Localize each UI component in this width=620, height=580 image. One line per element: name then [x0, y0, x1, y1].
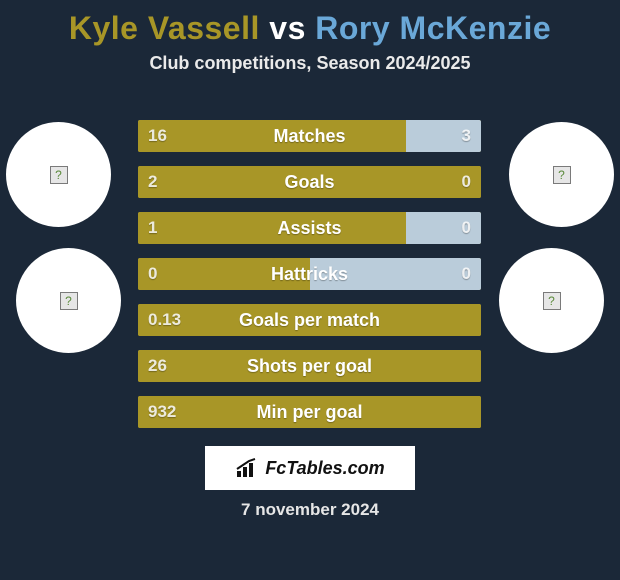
- stat-row: 1Assists0: [138, 212, 481, 244]
- watermark: FcTables.com: [205, 446, 415, 490]
- stat-value-right: 0: [462, 166, 471, 198]
- stat-row: 0Hattricks0: [138, 258, 481, 290]
- stat-row: 26Shots per goal: [138, 350, 481, 382]
- subtitle: Club competitions, Season 2024/2025: [0, 53, 620, 74]
- stat-row: 2Goals0: [138, 166, 481, 198]
- stat-row: 932Min per goal: [138, 396, 481, 428]
- page-title: Kyle Vassell vs Rory McKenzie: [0, 0, 620, 53]
- stat-label: Matches: [138, 120, 481, 152]
- stat-row: 0.13Goals per match: [138, 304, 481, 336]
- avatar-club-right: ?: [499, 248, 604, 353]
- stats-rows: 16Matches32Goals01Assists00Hattricks00.1…: [138, 120, 481, 442]
- stat-value-right: 3: [462, 120, 471, 152]
- image-placeholder-icon: ?: [50, 166, 68, 184]
- stat-label: Shots per goal: [138, 350, 481, 382]
- stat-value-right: 0: [462, 212, 471, 244]
- image-placeholder-icon: ?: [543, 292, 561, 310]
- image-placeholder-icon: ?: [553, 166, 571, 184]
- stat-label: Assists: [138, 212, 481, 244]
- avatar-club-left: ?: [16, 248, 121, 353]
- avatar-player-left: ?: [6, 122, 111, 227]
- stat-value-right: 0: [462, 258, 471, 290]
- stat-label: Hattricks: [138, 258, 481, 290]
- chart-icon: [235, 457, 261, 479]
- title-left: Kyle Vassell: [69, 10, 260, 46]
- image-placeholder-icon: ?: [60, 292, 78, 310]
- stat-label: Goals: [138, 166, 481, 198]
- stat-label: Goals per match: [138, 304, 481, 336]
- stat-label: Min per goal: [138, 396, 481, 428]
- date-text: 7 november 2024: [0, 500, 620, 520]
- title-right: Rory McKenzie: [315, 10, 551, 46]
- stat-row: 16Matches3: [138, 120, 481, 152]
- avatar-player-right: ?: [509, 122, 614, 227]
- title-vs: vs: [260, 10, 315, 46]
- watermark-text: FcTables.com: [265, 458, 384, 479]
